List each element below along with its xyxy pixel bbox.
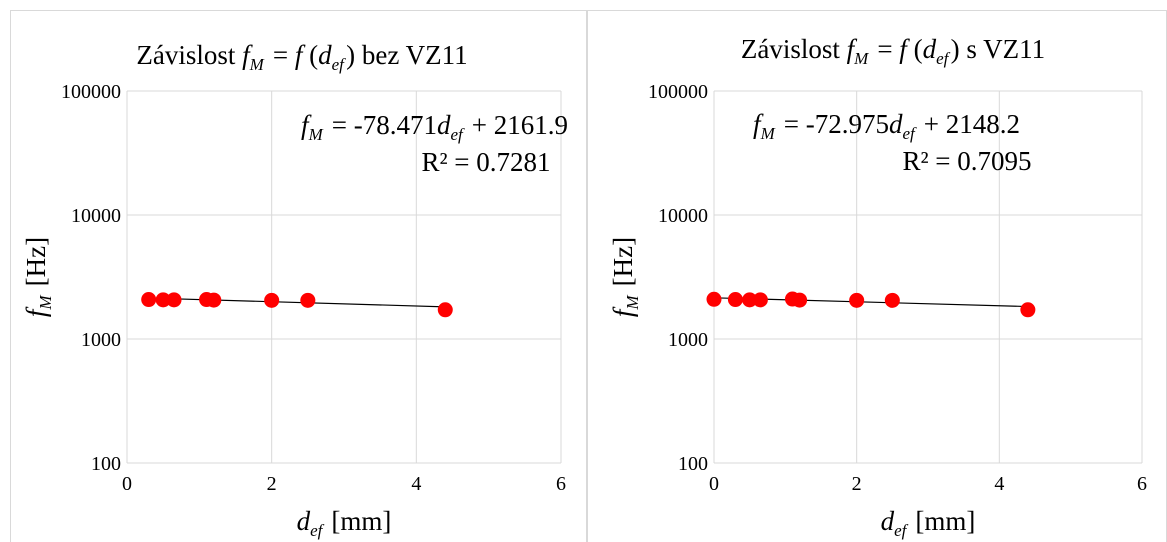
x-tick-label: 6 — [556, 473, 566, 495]
r-squared-label: R² = 0.7095 — [902, 146, 1031, 176]
data-point — [1020, 302, 1036, 318]
chart-s-vz11: 100 1000 10000 100000 0 2 4 6 Závislost fM = f (… — [608, 34, 1147, 540]
x-tick-label: 2 — [852, 473, 862, 495]
chart-title: Závislost fM = f (def ) s VZ11 — [741, 34, 1045, 68]
chart-bez-vz11: 100 1000 10000 100000 0 2 4 6 Závislost fM = f (… — [21, 40, 568, 540]
chart-title: Závislost fM = f (def ) bez VZ11 — [136, 40, 467, 74]
data-point — [437, 302, 453, 318]
x-tick-label: 4 — [411, 473, 421, 495]
y-tick-label: 10000 — [658, 205, 708, 227]
data-point — [206, 292, 222, 308]
data-point — [166, 292, 182, 308]
x-tick-label: 0 — [122, 473, 132, 495]
y-tick-label: 10000 — [71, 205, 121, 227]
data-point — [300, 292, 316, 308]
y-tick-label: 100 — [678, 453, 708, 475]
data-point — [264, 292, 280, 308]
y-tick-label: 100000 — [61, 81, 121, 103]
data-point — [155, 292, 171, 308]
chart-panel-right — [587, 10, 1167, 542]
y-tick-label: 1000 — [81, 329, 121, 351]
x-tick-label: 2 — [267, 473, 277, 495]
y-axis-label: fM [Hz] — [608, 237, 642, 317]
data-point — [849, 292, 865, 308]
x-tick-label: 4 — [994, 473, 1004, 495]
y-tick-label: 100 — [91, 453, 121, 475]
trendline-equation: fM = -72.975def + 2148.2 — [753, 109, 1020, 143]
data-point — [884, 292, 900, 308]
data-point — [742, 292, 758, 308]
y-tick-label: 1000 — [668, 329, 708, 351]
r-squared-label: R² = 0.7281 — [421, 147, 550, 177]
x-tick-label: 0 — [709, 473, 719, 495]
x-axis-label: def [mm] — [881, 506, 976, 540]
x-axis-label: def [mm] — [297, 506, 392, 540]
chart-panel-left — [10, 10, 587, 542]
x-tick-label: 6 — [1137, 473, 1147, 495]
trendline — [148, 297, 446, 308]
data-point — [727, 292, 743, 308]
data-point — [706, 291, 722, 307]
data-point — [141, 292, 157, 308]
y-tick-label: 100000 — [648, 81, 708, 103]
trendline-equation: fM = -78.471def + 2161.9 — [301, 110, 568, 144]
data-point — [752, 292, 768, 308]
y-axis-label: fM [Hz] — [21, 237, 55, 317]
data-point — [792, 292, 808, 308]
